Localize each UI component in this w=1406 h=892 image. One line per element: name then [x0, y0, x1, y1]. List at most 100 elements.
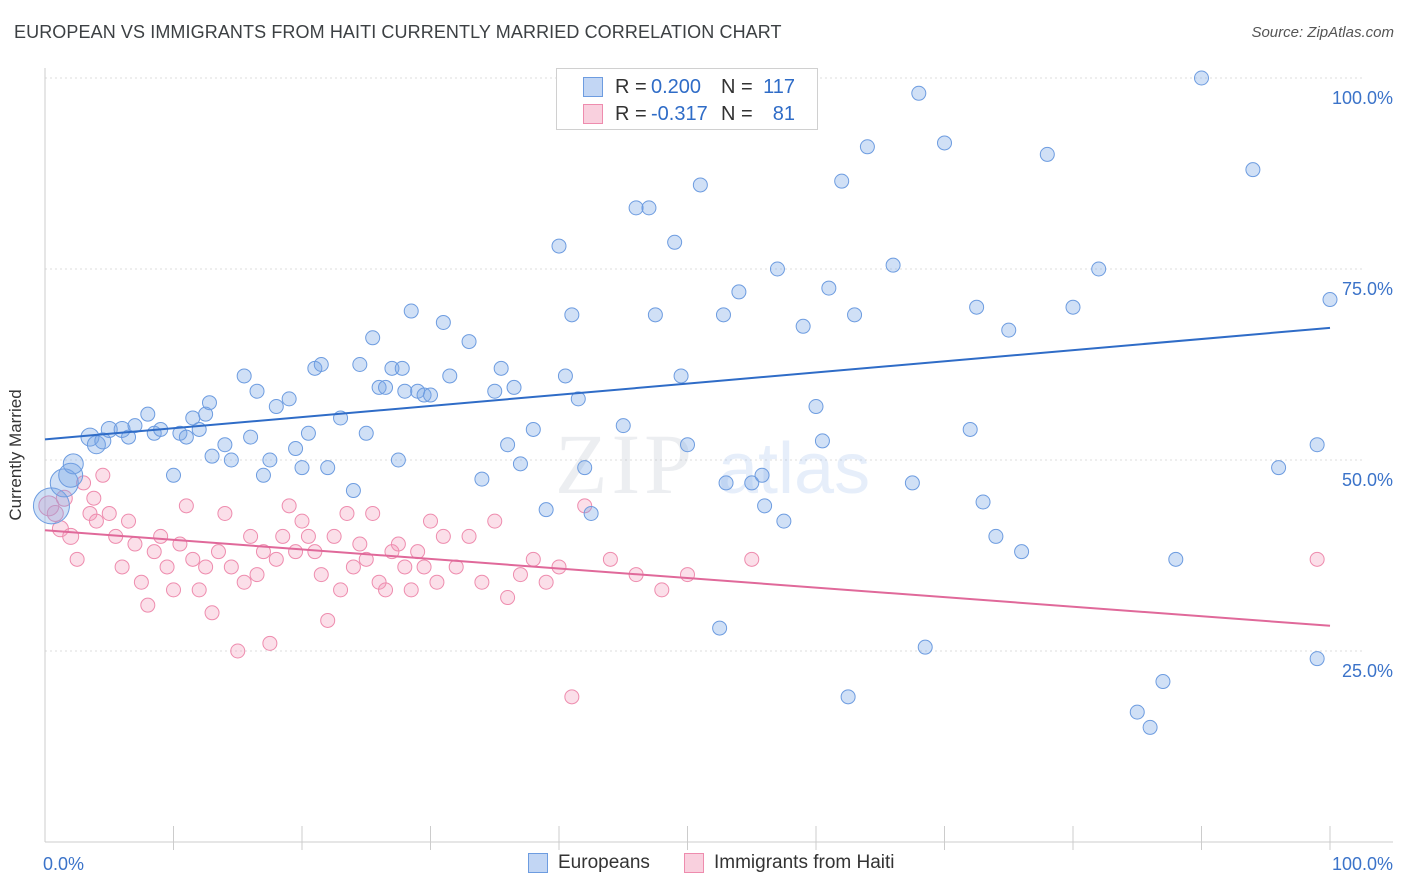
watermark-atlas: atlas: [718, 429, 870, 509]
data-point: [159, 559, 175, 575]
data-point: [403, 582, 419, 598]
data-point: [754, 467, 770, 483]
data-point: [371, 574, 387, 590]
data-point: [397, 559, 413, 575]
data-point: [390, 452, 406, 468]
data-point: [692, 177, 708, 193]
y-tick-label: 75.0%: [1342, 279, 1393, 299]
data-point: [583, 505, 599, 521]
data-point: [249, 383, 265, 399]
data-point: [500, 590, 516, 606]
data-point: [76, 475, 92, 491]
data-point: [628, 200, 644, 216]
correlation-legend: R = 0.200 N = 117 R = -0.317 N = 81: [556, 68, 818, 130]
haiti-points: [38, 467, 1325, 705]
data-point: [46, 504, 64, 522]
data-point: [435, 314, 451, 330]
data-point: [217, 437, 233, 453]
data-point: [429, 574, 445, 590]
data-point: [512, 567, 528, 583]
legend-r-label: R =: [615, 102, 647, 125]
data-point: [647, 307, 663, 323]
data-point: [121, 429, 137, 445]
data-point: [249, 567, 265, 583]
legend-swatch-blue: [583, 77, 603, 97]
legend-swatch-haiti: [684, 853, 704, 873]
data-point: [223, 559, 239, 575]
data-point: [185, 551, 201, 567]
x-tick-label: 0.0%: [43, 854, 84, 874]
data-point: [390, 536, 406, 552]
data-point: [712, 620, 728, 636]
legend-r-value: -0.317: [651, 102, 708, 125]
data-point: [365, 330, 381, 346]
data-point: [326, 528, 342, 544]
data-point: [204, 448, 220, 464]
data-point: [1309, 551, 1325, 567]
data-point: [236, 368, 252, 384]
data-point: [339, 505, 355, 521]
data-point: [487, 383, 503, 399]
data-point: [153, 528, 169, 544]
data-point: [602, 551, 618, 567]
data-point: [718, 475, 734, 491]
data-point: [166, 582, 181, 598]
data-point: [403, 303, 419, 319]
data-point: [474, 471, 490, 487]
data-point: [937, 135, 952, 151]
data-point: [82, 505, 98, 521]
data-point: [55, 489, 73, 507]
data-point: [962, 421, 978, 437]
legend-item-europeans[interactable]: Europeans: [528, 852, 650, 874]
data-point: [744, 475, 760, 491]
legend-n-value: 81: [772, 102, 795, 125]
data-point: [744, 551, 760, 567]
legend-n-label: N =: [721, 102, 753, 125]
data-point: [1168, 551, 1184, 567]
data-point: [268, 399, 284, 415]
data-point: [461, 528, 477, 544]
data-point: [564, 307, 580, 323]
data-point: [191, 421, 207, 437]
data-point: [416, 387, 432, 403]
data-point: [62, 453, 84, 475]
y-tick-label: 25.0%: [1342, 661, 1393, 681]
legend-swatch-pink: [583, 104, 603, 124]
watermark-zip: ZIP: [555, 416, 696, 512]
data-point: [834, 173, 850, 189]
x-tick-label: 100.0%: [1332, 854, 1393, 874]
data-point: [667, 234, 683, 250]
data-point: [1091, 261, 1107, 277]
data-point: [358, 551, 374, 567]
data-point: [313, 357, 329, 372]
data-point: [493, 360, 509, 376]
data-point: [178, 429, 194, 445]
data-point: [114, 559, 130, 575]
data-point: [1014, 544, 1030, 560]
data-point: [88, 513, 104, 529]
data-point: [121, 513, 137, 529]
series-legend: Europeans Immigrants from Haiti: [0, 852, 1406, 878]
data-point: [101, 505, 117, 521]
legend-item-haiti[interactable]: Immigrants from Haiti: [684, 852, 895, 874]
legend-row-haiti: R = -0.317 N = 81: [583, 101, 795, 127]
data-point: [294, 460, 310, 476]
data-point: [416, 559, 432, 575]
data-point: [1065, 299, 1081, 315]
data-point: [1001, 322, 1017, 338]
data-point: [525, 551, 541, 567]
data-point: [300, 425, 316, 441]
data-point: [243, 429, 259, 445]
data-point: [1322, 292, 1338, 308]
data-point: [217, 505, 233, 521]
data-point: [731, 284, 747, 300]
tick-labels: 25.0% 50.0% 75.0% 100.0% 0.0% 100.0%: [43, 88, 1393, 874]
data-point: [1271, 460, 1287, 476]
data-point: [69, 551, 85, 567]
data-point: [352, 536, 368, 552]
data-point: [223, 452, 239, 468]
data-point: [795, 318, 811, 334]
data-point: [345, 559, 361, 575]
data-point: [538, 574, 554, 590]
